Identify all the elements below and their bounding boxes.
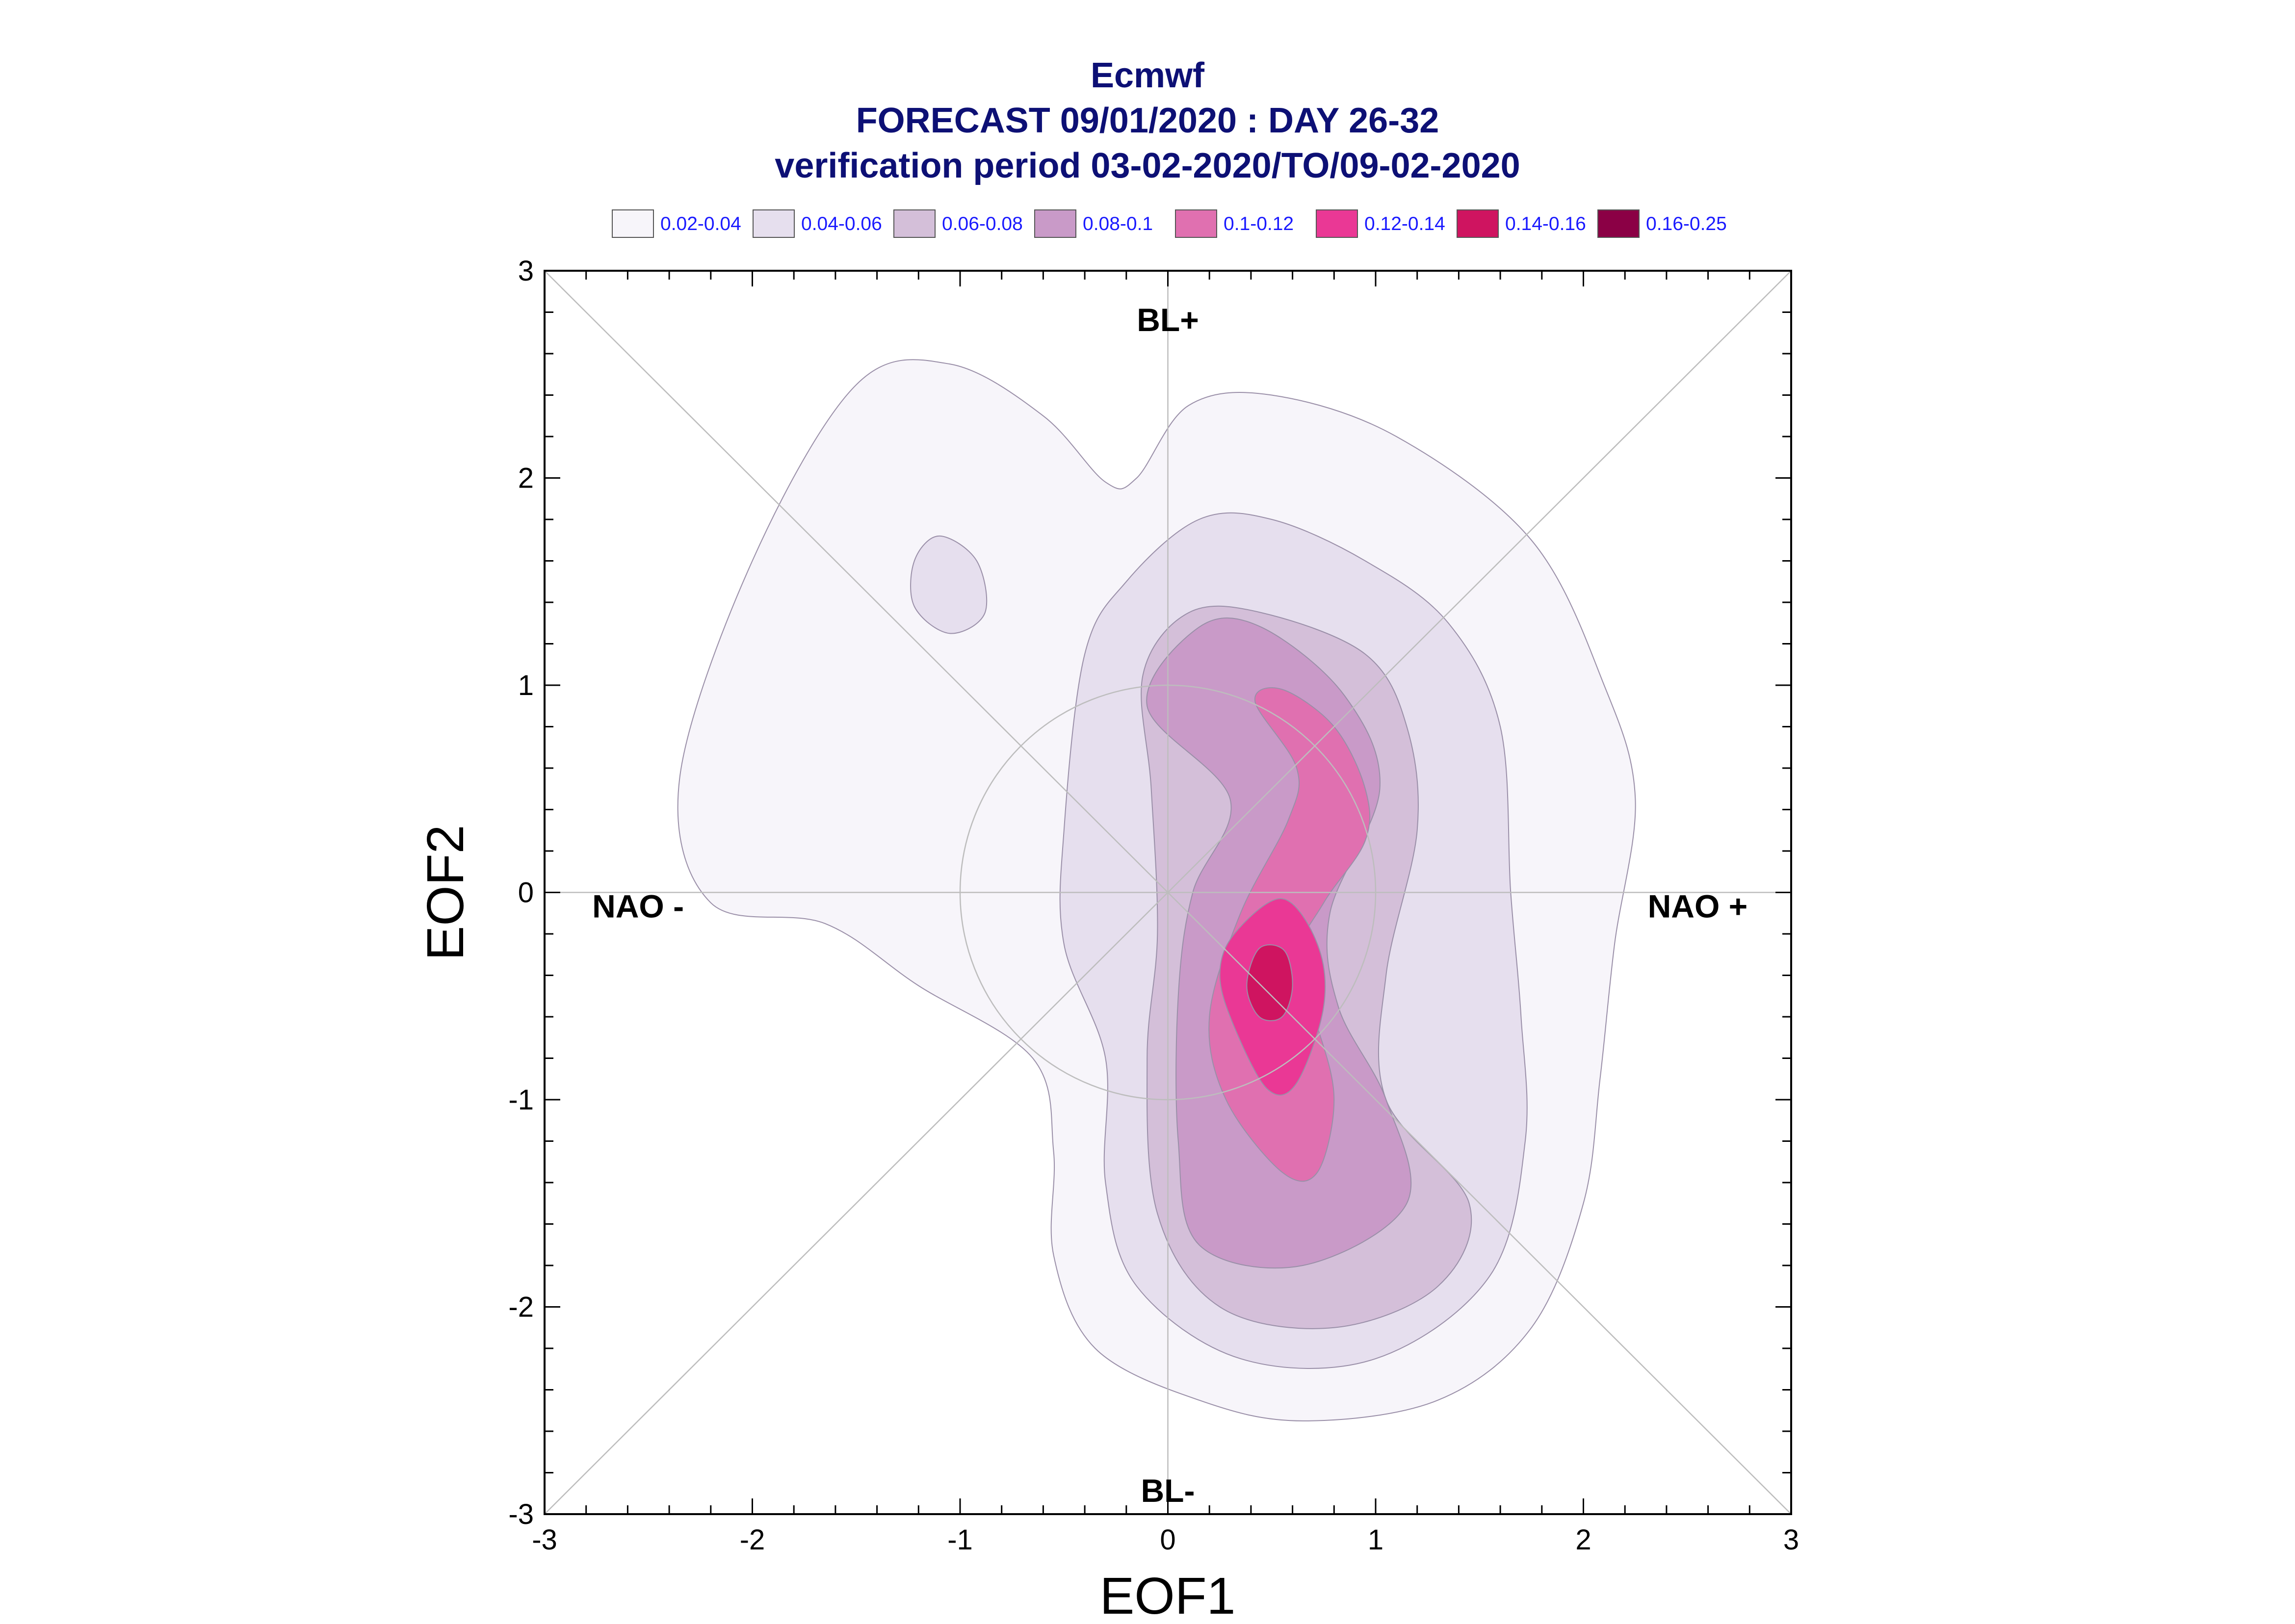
x-tick-label: -3 — [532, 1524, 557, 1556]
x-tick-label: 1 — [1368, 1524, 1383, 1556]
x-tick-label: -2 — [740, 1524, 765, 1556]
y-tick-label: 2 — [518, 463, 534, 494]
x-tick-label: 2 — [1575, 1524, 1591, 1556]
legend-swatch — [1597, 209, 1640, 238]
x-tick-label: 0 — [1160, 1524, 1175, 1556]
legend-label: 0.06-0.08 — [942, 213, 1023, 234]
y-axis-title: EOF2 — [417, 825, 474, 961]
density-contours — [677, 359, 1636, 1421]
legend-label: 0.12-0.14 — [1364, 213, 1445, 234]
legend-label: 0.1-0.12 — [1224, 213, 1294, 234]
legend-swatch — [1316, 209, 1358, 238]
x-tick-label: 3 — [1783, 1524, 1799, 1556]
legend-label: 0.14-0.16 — [1505, 213, 1586, 234]
legend: 0.02-0.04 0.04-0.06 0.06-0.08 0.08-0.1 0.1-0… — [612, 209, 1727, 238]
legend-label: 0.04-0.06 — [801, 213, 882, 234]
y-tick-label: -1 — [508, 1084, 534, 1116]
contour-8 — [1246, 944, 1293, 1021]
plot-area: BL+BL-NAO - NAO + — [544, 270, 1792, 1515]
axis-ticks — [544, 270, 1792, 1515]
y-tick-label: 1 — [518, 670, 534, 701]
legend-swatch — [612, 209, 654, 238]
regime-label-4: NAO + — [1648, 888, 1748, 925]
legend-swatch — [1457, 209, 1499, 238]
reference-lines — [544, 270, 1792, 1515]
legend-label: 0.02-0.04 — [660, 213, 741, 234]
legend-label: 0.16-0.25 — [1646, 213, 1727, 234]
legend-swatch — [1034, 209, 1076, 238]
legend-swatch — [753, 209, 795, 238]
regime-labels: BL+BL-NAO - NAO + — [592, 302, 1747, 1509]
regime-label-3: NAO - — [592, 888, 684, 925]
legend-swatch — [893, 209, 936, 238]
legend-swatch — [1175, 209, 1217, 238]
chart-title: Ecmwf FORECAST 09/01/2020 : DAY 26-32 ve… — [775, 56, 1520, 185]
contour-3 — [910, 535, 988, 634]
title-line-2: FORECAST 09/01/2020 : DAY 26-32 — [856, 101, 1439, 140]
title-line-1: Ecmwf — [1091, 56, 1205, 95]
x-axis-title: EOF1 — [1100, 1567, 1236, 1624]
tick-labels: -3 -2 -1 0 1 2 3 -3 -2 -1 0 1 2 3 — [508, 255, 1799, 1556]
legend-label: 0.08-0.1 — [1083, 213, 1153, 234]
y-tick-label: -3 — [508, 1498, 534, 1530]
y-tick-label: 3 — [518, 255, 534, 287]
regime-label-1: BL+ — [1137, 302, 1199, 338]
title-line-3: verification period 03-02-2020/TO/09-02-… — [775, 146, 1520, 185]
y-tick-label: 0 — [518, 877, 534, 909]
x-tick-label: -1 — [947, 1524, 973, 1556]
unit-circle — [959, 684, 1377, 1101]
y-tick-label: -2 — [508, 1291, 534, 1323]
